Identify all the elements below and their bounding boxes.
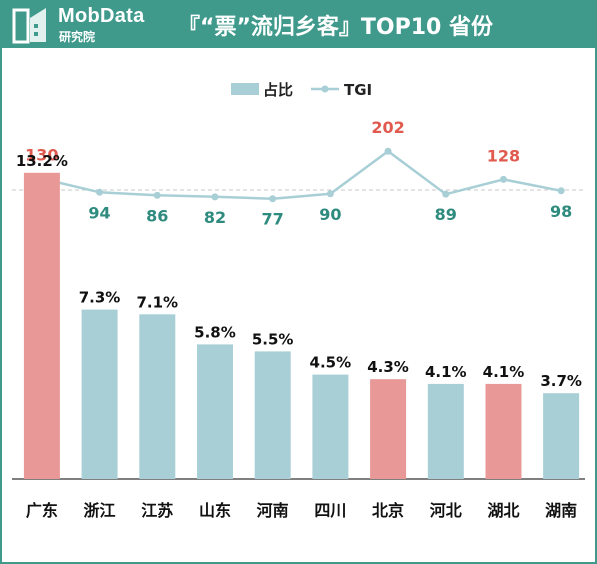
tgi-value-label: 89 (435, 205, 457, 224)
tgi-value-label: 77 (262, 210, 284, 229)
bar-value-label: 5.5% (252, 330, 294, 348)
tgi-point (384, 147, 392, 155)
tgi-value-label: 130 (25, 146, 58, 165)
bar-value-label: 3.7% (540, 372, 582, 390)
brand-subtitle: 研究院 (59, 30, 96, 44)
tgi-point (499, 175, 507, 183)
brand-name: MobData (58, 5, 145, 27)
header-bar: MobData 研究院 『“票”流归乡客』TOP10 省份 (2, 2, 595, 48)
bar (543, 393, 580, 479)
bar (485, 383, 522, 479)
bar (370, 379, 407, 479)
bar-value-label: 13.2% (16, 152, 68, 170)
tgi-point (96, 188, 104, 196)
tgi-value-label: 202 (371, 118, 404, 137)
tgi-point (153, 191, 161, 199)
x-tick-label: 湖南 (545, 501, 577, 520)
x-tick-label: 湖北 (487, 501, 519, 520)
x-tick-label: 河南 (257, 501, 289, 520)
x-tick-label: 四川 (314, 501, 346, 520)
bar-value-label: 7.3% (79, 289, 121, 307)
legend-marker-tgi (321, 85, 329, 93)
bar-value-label: 7.1% (136, 293, 178, 311)
tgi-value-label: 128 (487, 146, 520, 165)
tgi-value-label: 90 (319, 205, 341, 224)
x-tick-label: 浙江 (84, 501, 116, 520)
tgi-value-label: 82 (204, 208, 226, 227)
tgi-value-label: 94 (88, 203, 110, 222)
tgi-point (211, 193, 219, 201)
x-tick-label: 山东 (199, 501, 231, 520)
bar-value-label: 4.3% (367, 358, 409, 376)
x-tick-label: 广东 (26, 501, 58, 520)
bar-value-label: 4.1% (483, 363, 525, 381)
x-tick-label: 北京 (372, 501, 404, 520)
tgi-line (41, 149, 562, 200)
bar (427, 383, 464, 479)
bar-value-label: 4.5% (310, 354, 352, 372)
page-title: 『“票”流归乡客』TOP10 省份 (178, 15, 494, 40)
mobdata-logo-icon (12, 8, 46, 44)
tgi-point (269, 195, 277, 203)
legend-label-bar: 占比 (263, 81, 293, 99)
tgi-point (557, 187, 565, 195)
chart: 占比 TGI 130 94 86 82 77 90 202 89 128 98 13.2% 广东 7.3% 浙… (12, 81, 585, 520)
tgi-point (442, 190, 450, 198)
bar-value-label: 4.1% (425, 363, 467, 381)
tgi-value-label: 98 (550, 202, 572, 221)
tgi-value-label: 86 (146, 206, 168, 225)
legend-label-tgi: TGI (344, 81, 372, 99)
x-tick-label: 江苏 (141, 501, 173, 520)
bar-value-label: 5.8% (194, 323, 236, 341)
bar (197, 344, 233, 479)
bar (23, 172, 60, 480)
bar (81, 309, 118, 479)
legend-swatch-bar (231, 83, 259, 95)
bar (139, 314, 176, 479)
x-tick-label: 河北 (430, 501, 462, 520)
bar (254, 351, 291, 479)
tgi-point (326, 190, 334, 198)
bar (312, 374, 349, 479)
